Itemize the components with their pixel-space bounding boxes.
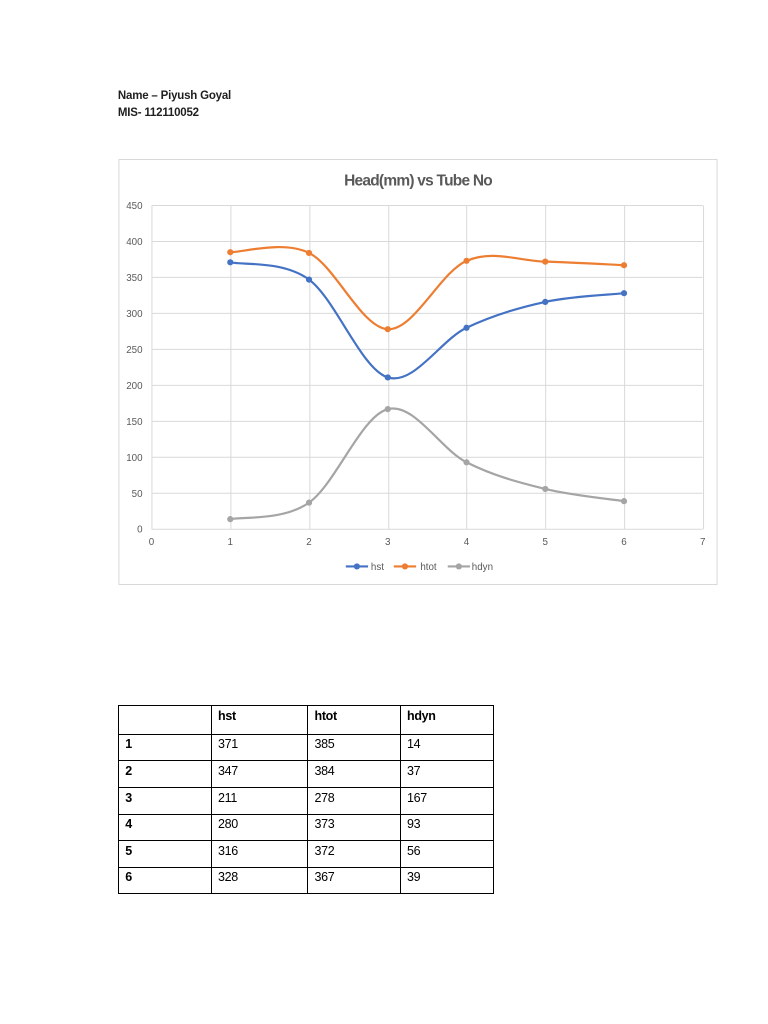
svg-text:100: 100 xyxy=(126,453,143,464)
svg-text:Head(mm) vs Tube No: Head(mm) vs Tube No xyxy=(344,172,492,189)
svg-text:7: 7 xyxy=(700,537,705,548)
svg-text:6: 6 xyxy=(621,537,627,548)
svg-text:hst: hst xyxy=(371,562,384,573)
svg-text:350: 350 xyxy=(126,273,143,284)
svg-text:400: 400 xyxy=(126,237,143,248)
svg-text:5: 5 xyxy=(542,537,548,548)
svg-text:300: 300 xyxy=(126,309,143,320)
svg-text:4: 4 xyxy=(463,537,469,548)
svg-text:htot: htot xyxy=(420,562,437,573)
svg-text:50: 50 xyxy=(131,489,142,500)
svg-text:hdyn: hdyn xyxy=(471,562,492,573)
svg-text:150: 150 xyxy=(126,417,143,428)
svg-text:200: 200 xyxy=(126,381,143,392)
svg-text:0: 0 xyxy=(148,537,154,548)
svg-text:2: 2 xyxy=(306,537,311,548)
svg-text:1: 1 xyxy=(227,537,232,548)
svg-text:3: 3 xyxy=(385,537,391,548)
svg-text:0: 0 xyxy=(137,525,143,536)
svg-text:250: 250 xyxy=(126,345,143,356)
svg-text:450: 450 xyxy=(126,201,143,212)
